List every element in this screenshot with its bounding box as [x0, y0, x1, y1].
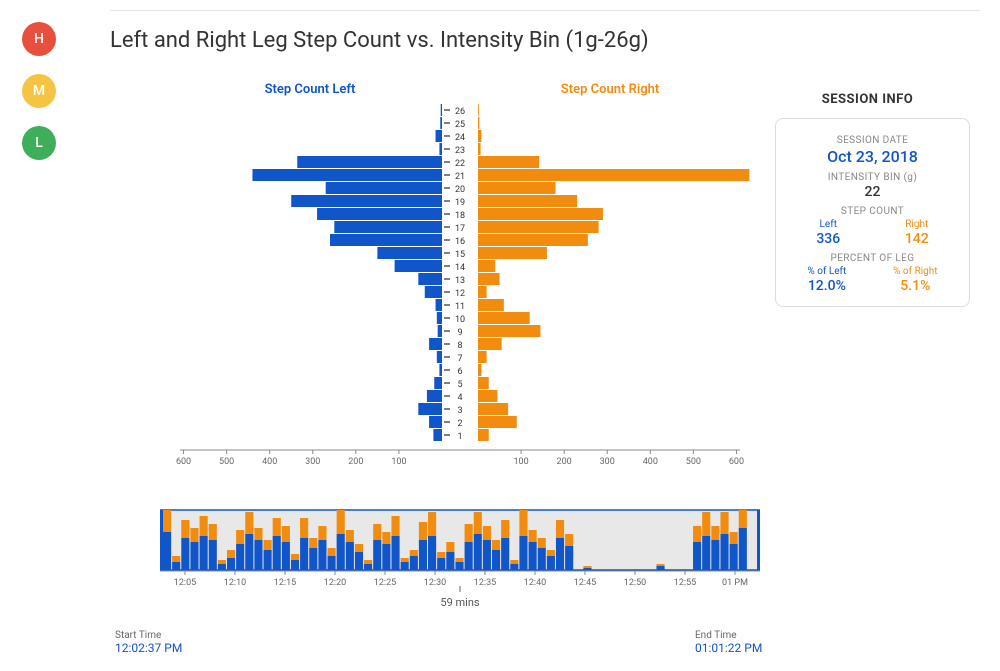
count-left-label: Left [816, 219, 840, 230]
intensity-bin: 22 [784, 184, 961, 200]
timeline-duration: 59 mins [160, 596, 760, 609]
diverging-bar-svg: 2625242322212019181716151413121110987654… [160, 100, 760, 470]
count-left: 336 [816, 231, 840, 247]
badge-l[interactable]: L [22, 126, 56, 160]
svg-text:12:45: 12:45 [574, 578, 596, 588]
svg-text:24: 24 [455, 133, 465, 143]
start-time-label: Start Time [115, 630, 182, 641]
svg-text:22: 22 [455, 159, 465, 169]
svg-text:12:05: 12:05 [174, 578, 196, 588]
session-date-label: SESSION DATE [784, 135, 961, 146]
svg-text:18: 18 [455, 211, 465, 221]
svg-text:14: 14 [455, 263, 465, 273]
pct-label: PERCENT OF LEG [784, 253, 961, 264]
pct-left-label: % of Left [807, 266, 846, 277]
step-count-label: STEP COUNT [784, 206, 961, 217]
svg-text:26: 26 [455, 107, 465, 117]
svg-text:300: 300 [305, 457, 320, 467]
intensity-badges: HML [22, 22, 56, 160]
svg-text:12:30: 12:30 [424, 578, 446, 588]
chart-legend: Step Count Left Step Count Right [160, 82, 760, 97]
count-right-label: Right [905, 219, 929, 230]
svg-text:11: 11 [455, 302, 465, 312]
svg-text:200: 200 [348, 457, 363, 467]
svg-text:200: 200 [557, 457, 572, 467]
svg-text:12: 12 [455, 289, 465, 299]
svg-text:100: 100 [513, 457, 528, 467]
start-time: 12:02:37 PM [115, 641, 182, 655]
svg-text:12:20: 12:20 [324, 578, 346, 588]
svg-text:8: 8 [457, 341, 462, 351]
top-divider [110, 10, 980, 11]
svg-text:23: 23 [455, 146, 465, 156]
svg-text:12:10: 12:10 [224, 578, 246, 588]
timeline-chart[interactable]: 12:05 12:10 12:15 12:20 12:25 12:30 12:35 12:40… [160, 508, 760, 608]
svg-text:400: 400 [262, 457, 277, 467]
svg-text:2: 2 [457, 419, 462, 429]
timeline-svg: 12:05 12:10 12:15 12:20 12:25 12:30 12:35 12:40… [160, 508, 760, 608]
start-time-block: Start Time 12:02:37 PM [115, 630, 182, 655]
intensity-bin-label: INTENSITY BIN (g) [784, 172, 961, 183]
svg-text:600: 600 [729, 457, 744, 467]
page-title: Left and Right Leg Step Count vs. Intens… [110, 28, 649, 53]
svg-text:13: 13 [455, 276, 465, 286]
pct-left: 12.0% [807, 278, 846, 294]
session-date: Oct 23, 2018 [784, 147, 961, 166]
badge-h[interactable]: H [22, 22, 56, 56]
svg-text:500: 500 [686, 457, 701, 467]
end-time-label: End Time [695, 630, 762, 641]
svg-text:17: 17 [455, 224, 465, 234]
svg-text:19: 19 [455, 198, 465, 208]
svg-text:12:50: 12:50 [624, 578, 646, 588]
legend-left: Step Count Left [160, 82, 460, 97]
session-info-heading: SESSION INFO [780, 92, 955, 107]
session-info-panel: SESSION DATE Oct 23, 2018 INTENSITY BIN … [775, 118, 970, 307]
svg-text:3: 3 [457, 406, 462, 416]
svg-text:12:55: 12:55 [674, 578, 696, 588]
end-time: 01:01:22 PM [695, 641, 762, 655]
svg-text:25: 25 [455, 120, 465, 130]
svg-text:21: 21 [455, 172, 465, 182]
svg-text:4: 4 [457, 393, 462, 403]
svg-text:6: 6 [457, 367, 462, 377]
svg-text:12:35: 12:35 [474, 578, 496, 588]
svg-text:400: 400 [643, 457, 658, 467]
svg-text:15: 15 [455, 250, 465, 260]
legend-right: Step Count Right [460, 82, 760, 97]
svg-text:16: 16 [455, 237, 465, 247]
pct-right-label: % of Right [893, 266, 937, 277]
svg-text:1: 1 [457, 432, 462, 442]
svg-text:12:15: 12:15 [274, 578, 296, 588]
svg-text:10: 10 [455, 315, 465, 325]
svg-text:9: 9 [457, 328, 462, 338]
end-time-block: End Time 01:01:22 PM [695, 630, 762, 655]
count-right: 142 [905, 231, 929, 247]
main-chart[interactable]: Step Count Left Step Count Right 2625242… [160, 82, 760, 472]
svg-text:5: 5 [457, 380, 462, 390]
svg-text:600: 600 [176, 457, 191, 467]
svg-text:20: 20 [455, 185, 465, 195]
pct-right: 5.1% [893, 278, 937, 294]
svg-text:100: 100 [391, 457, 406, 467]
svg-text:500: 500 [219, 457, 234, 467]
svg-text:300: 300 [600, 457, 615, 467]
badge-m[interactable]: M [22, 74, 56, 108]
svg-text:12:40: 12:40 [524, 578, 546, 588]
svg-text:01 PM: 01 PM [722, 578, 748, 588]
svg-text:12:25: 12:25 [374, 578, 396, 588]
svg-text:7: 7 [457, 354, 462, 364]
